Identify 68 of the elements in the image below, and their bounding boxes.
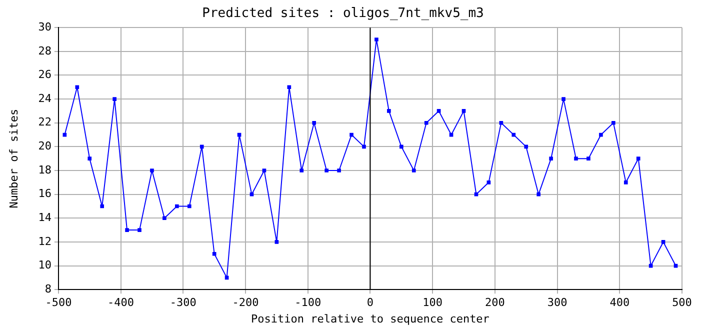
point	[462, 109, 466, 113]
x-tick-label: 500	[672, 296, 692, 310]
point	[112, 97, 116, 101]
x-axis-title: Position relative to sequence center	[251, 312, 490, 326]
point	[512, 132, 516, 137]
point	[499, 120, 504, 125]
point	[586, 156, 590, 161]
point	[162, 216, 166, 220]
x-tick-label: 300	[547, 296, 568, 310]
point	[436, 109, 441, 113]
point	[175, 204, 179, 208]
x-tick-label: -500	[45, 296, 72, 310]
point	[287, 85, 292, 90]
point	[150, 168, 154, 172]
point	[362, 144, 366, 149]
x-tick-label: 0	[366, 296, 374, 310]
point	[549, 156, 553, 161]
point	[574, 156, 578, 161]
point	[399, 144, 404, 149]
point	[387, 109, 391, 113]
point	[536, 192, 540, 196]
point	[324, 168, 328, 172]
y-tick-label: 12	[38, 234, 52, 248]
point	[300, 168, 304, 172]
point	[337, 168, 341, 172]
point	[75, 85, 80, 90]
point	[350, 132, 354, 137]
point	[187, 204, 192, 208]
x-tick-label: -300	[170, 296, 196, 310]
y-tick-label: 26	[38, 68, 52, 82]
point	[125, 228, 129, 232]
point	[100, 204, 104, 208]
y-tick-label: 8	[44, 282, 52, 296]
x-tick-label: -400	[108, 296, 134, 310]
y-tick-label: 30	[38, 20, 52, 34]
y-tick-label: 20	[38, 140, 52, 153]
point	[661, 240, 666, 244]
y-tick-label: 10	[38, 258, 52, 272]
point	[200, 144, 204, 149]
y-tick-label: 18	[38, 163, 52, 176]
point	[262, 168, 266, 172]
point	[424, 120, 428, 125]
point	[88, 156, 92, 161]
y-tick-label: 22	[38, 116, 52, 129]
y-axis-title: Number of sites	[7, 108, 20, 208]
x-tick-label: 400	[610, 296, 630, 310]
point	[486, 180, 491, 184]
x-tick-label: 100	[422, 296, 443, 310]
y-tick-label: 14	[38, 211, 52, 224]
point	[599, 132, 603, 137]
point	[212, 252, 216, 256]
point	[636, 156, 640, 161]
chart-title: Predicted sites : oligos_7nt_mkv5_m3	[202, 6, 484, 22]
x-tick-label: -200	[232, 296, 259, 310]
point	[524, 144, 528, 149]
point	[412, 168, 416, 172]
point	[624, 180, 628, 184]
point	[374, 38, 378, 42]
x-tick-label: -100	[294, 296, 322, 310]
point	[138, 228, 142, 232]
point	[312, 120, 316, 125]
y-tick-label: 24	[38, 92, 52, 105]
x-tick-label: 200	[484, 296, 505, 310]
point	[274, 240, 279, 244]
y-tick-label: 28	[38, 44, 52, 58]
point	[611, 120, 616, 125]
point	[562, 97, 566, 101]
y-tick-label: 16	[38, 187, 52, 200]
